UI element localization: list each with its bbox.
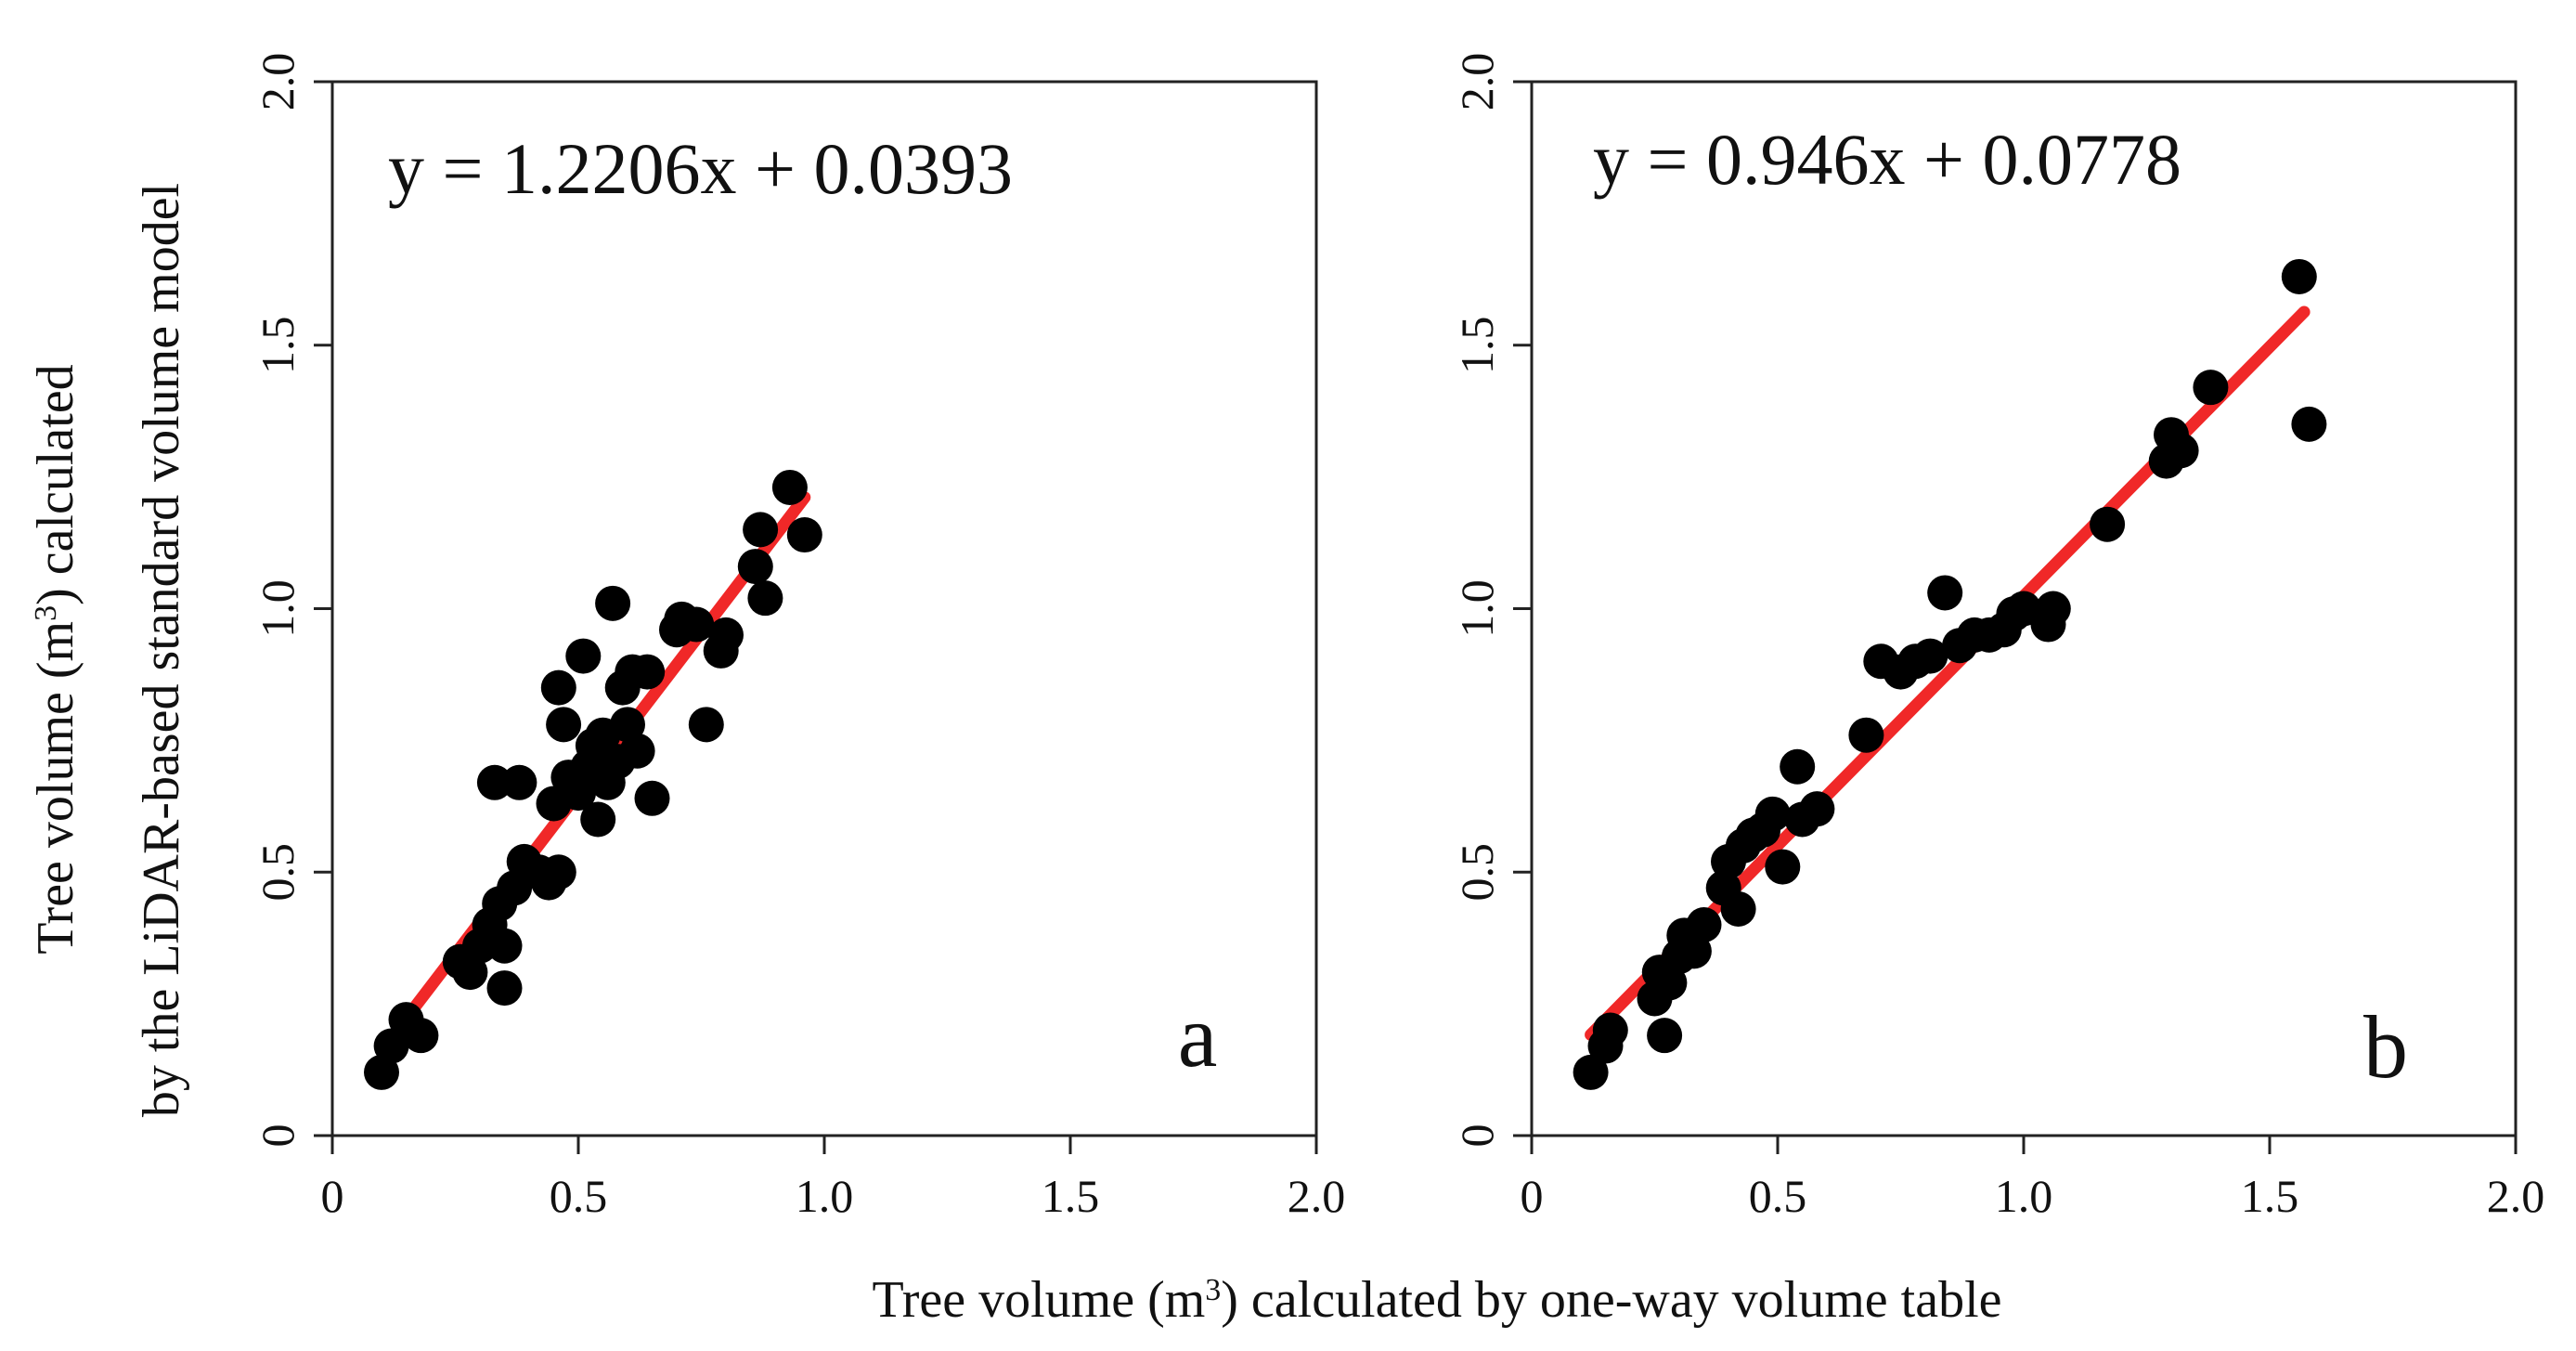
panel-a-data-point (747, 580, 783, 617)
panel-b-data-point (1720, 890, 1756, 927)
panel-a-points (364, 469, 822, 1090)
panel-a-x-tick-label: 2.0 (1288, 1170, 1346, 1222)
panel-a-data-point (565, 638, 602, 674)
panel-a-x-tick-label: 1.0 (796, 1170, 854, 1222)
panel-b-ticks: 0 0.5 1.0 1.5 2.0 0 0.5 1.0 1.5 2.0 (1451, 53, 2544, 1222)
panel-a-data-point (403, 1018, 439, 1054)
panel-a-data-point (771, 469, 808, 505)
panel-b-data-point (1573, 1054, 1609, 1090)
panel-a-data-point (595, 585, 631, 621)
panel-a: 0 0.5 1.0 1.5 2.0 0 0.5 1.0 1.5 2.0 y = 1.2206x +… (252, 53, 1345, 1222)
panel-a-y-tick-label: 0.5 (252, 843, 304, 902)
panel-b-equation: y = 0.946x + 0.0778 (1593, 119, 2181, 200)
panel-a-data-point (540, 669, 576, 706)
panel-a-letter: a (1178, 986, 1218, 1085)
panel-a-x-tick-label: 0.5 (550, 1170, 608, 1222)
panel-a-y-tick-label: 0 (252, 1124, 304, 1148)
panel-b-y-tick-label: 0 (1451, 1124, 1503, 1148)
panel-b-data-point (1912, 638, 1948, 674)
panel-b-data-point (1754, 796, 1791, 832)
panel-a-data-point (476, 764, 512, 800)
panel-b-points (1573, 258, 2327, 1090)
panel-b-data-point (1765, 849, 1801, 885)
panel-a-data-point (743, 512, 779, 548)
panel-b-data-point (1592, 1012, 1628, 1048)
panel-a-data-point (634, 780, 670, 816)
panel-b-data-point (2291, 406, 2327, 442)
panel-a-data-point (580, 801, 616, 838)
panel-a-data-point (540, 854, 576, 890)
panel-b-x-tick-label: 0.5 (1749, 1170, 1807, 1222)
panel-a-data-point (619, 733, 655, 769)
panel-b-x-tick-label: 1.0 (1995, 1170, 2053, 1222)
panel-a-data-point (486, 970, 523, 1007)
panel-a-y-tick-label: 1.0 (252, 579, 304, 638)
y-axis-title-line1: Tree volume (m3) calculated (27, 364, 84, 954)
panel-b-data-point (2035, 591, 2071, 627)
panel-a-data-point (688, 707, 724, 743)
panel-b-data-point (2163, 433, 2199, 469)
panel-a-y-tick-label: 1.5 (252, 317, 304, 375)
panel-b-x-tick-label: 0 (1521, 1170, 1544, 1222)
panel-b-data-point (1780, 748, 1816, 785)
panel-b-x-tick-label: 2.0 (2487, 1170, 2545, 1222)
panel-b-letter: b (2363, 997, 2408, 1097)
panel-a-x-tick-label: 1.5 (1042, 1170, 1100, 1222)
x-axis-title: Tree volume (m3) calculated by one-way v… (873, 1271, 2002, 1329)
panel-b-data-point (2090, 506, 2126, 542)
panel-b-data-point (2281, 258, 2317, 294)
panel-b-data-point (1848, 717, 1884, 753)
panel-a-data-point (786, 517, 822, 553)
panel-b-y-tick-label: 1.0 (1451, 579, 1503, 638)
panel-a-x-tick-label: 0 (321, 1170, 344, 1222)
panel-a-data-point (708, 617, 744, 653)
panel-a-data-point (373, 1028, 409, 1064)
panel-b-x-tick-label: 1.5 (2241, 1170, 2299, 1222)
panel-b-data-point (1686, 907, 1722, 942)
panel-a-y-tick-label: 2.0 (252, 53, 304, 111)
panel-a-data-point (629, 654, 666, 690)
panel-b-data-point (1647, 1018, 1683, 1054)
panel-b-y-tick-label: 0.5 (1451, 843, 1503, 902)
panel-a-data-point (546, 707, 582, 743)
panel-b: 0 0.5 1.0 1.5 2.0 0 0.5 1.0 1.5 2.0 y = 0.946x + … (1451, 53, 2544, 1222)
panel-a-data-point (679, 606, 715, 643)
panel-a-data-point (501, 764, 537, 800)
panel-a-ticks: 0 0.5 1.0 1.5 2.0 0 0.5 1.0 1.5 2.0 (252, 53, 1345, 1222)
panel-a-equation: y = 1.2206x + 0.0393 (388, 128, 1013, 209)
panel-b-y-tick-label: 2.0 (1451, 53, 1503, 111)
panel-a-data-point (737, 549, 773, 585)
panel-b-data-point (1799, 791, 1835, 827)
panel-a-data-point (486, 928, 523, 964)
panel-b-data-point (2193, 370, 2229, 406)
y-axis-title-line2: by the LiDAR-based standard volume model (133, 183, 190, 1117)
panel-b-data-point (1927, 575, 1963, 611)
panel-b-y-tick-label: 1.5 (1451, 317, 1503, 375)
